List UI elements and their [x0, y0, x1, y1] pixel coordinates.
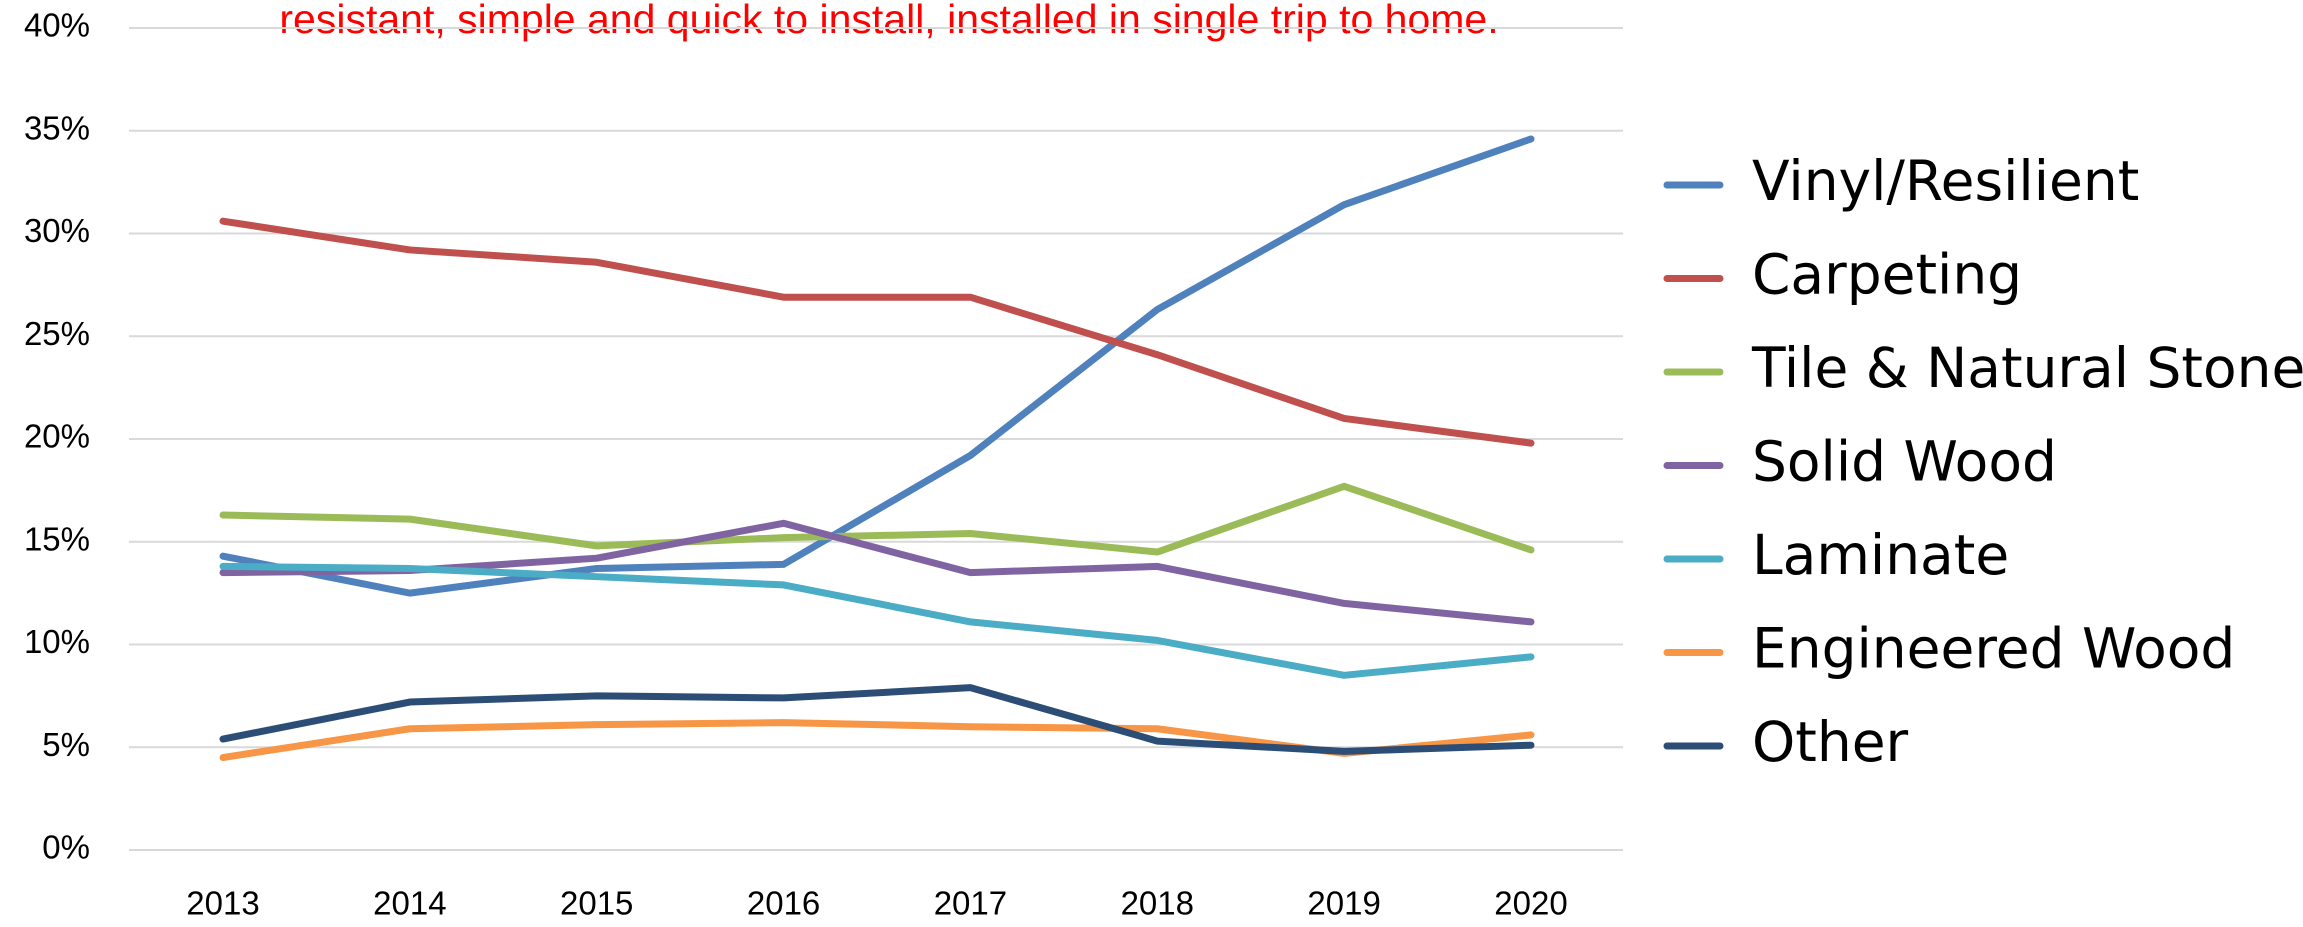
- legend-label: Carpeting: [1752, 243, 2022, 307]
- series-line: [219, 217, 1535, 447]
- x-tick-label: 2016: [747, 885, 820, 922]
- x-tick-label: 2018: [1121, 885, 1194, 922]
- series-line: [219, 684, 1535, 755]
- y-tick-label: 35%: [24, 109, 90, 146]
- series-line: [219, 562, 1535, 679]
- y-tick-label: 10%: [24, 623, 90, 660]
- y-tick-label: 40%: [24, 7, 90, 44]
- series-line: [219, 135, 1535, 597]
- legend-label: Laminate: [1752, 523, 2009, 587]
- legend-label: Other: [1752, 710, 1909, 774]
- legend-label: Vinyl/Resilient: [1752, 149, 2139, 213]
- x-tick-label: 2013: [186, 885, 259, 922]
- legend-label: Engineered Wood: [1752, 617, 2235, 681]
- y-tick-label: 20%: [24, 418, 90, 455]
- legend-label: Tile & Natural Stone: [1751, 336, 2303, 400]
- x-tick-label: 2014: [373, 885, 446, 922]
- x-tick-label: 2017: [934, 885, 1007, 922]
- y-tick-label: 5%: [42, 726, 90, 763]
- x-tick-label: 2020: [1494, 885, 1567, 922]
- series-line: [219, 482, 1535, 556]
- y-tick-label: 15%: [24, 520, 90, 557]
- annotation: resistant, simple and quick to install, …: [279, 0, 1498, 42]
- y-tick-label: 0%: [42, 829, 90, 866]
- x-tick-label: 2015: [560, 885, 633, 922]
- legend-label: Solid Wood: [1752, 430, 2057, 494]
- y-tick-label: 30%: [24, 212, 90, 249]
- y-tick-label: 25%: [24, 315, 90, 352]
- x-tick-label: 2019: [1307, 885, 1380, 922]
